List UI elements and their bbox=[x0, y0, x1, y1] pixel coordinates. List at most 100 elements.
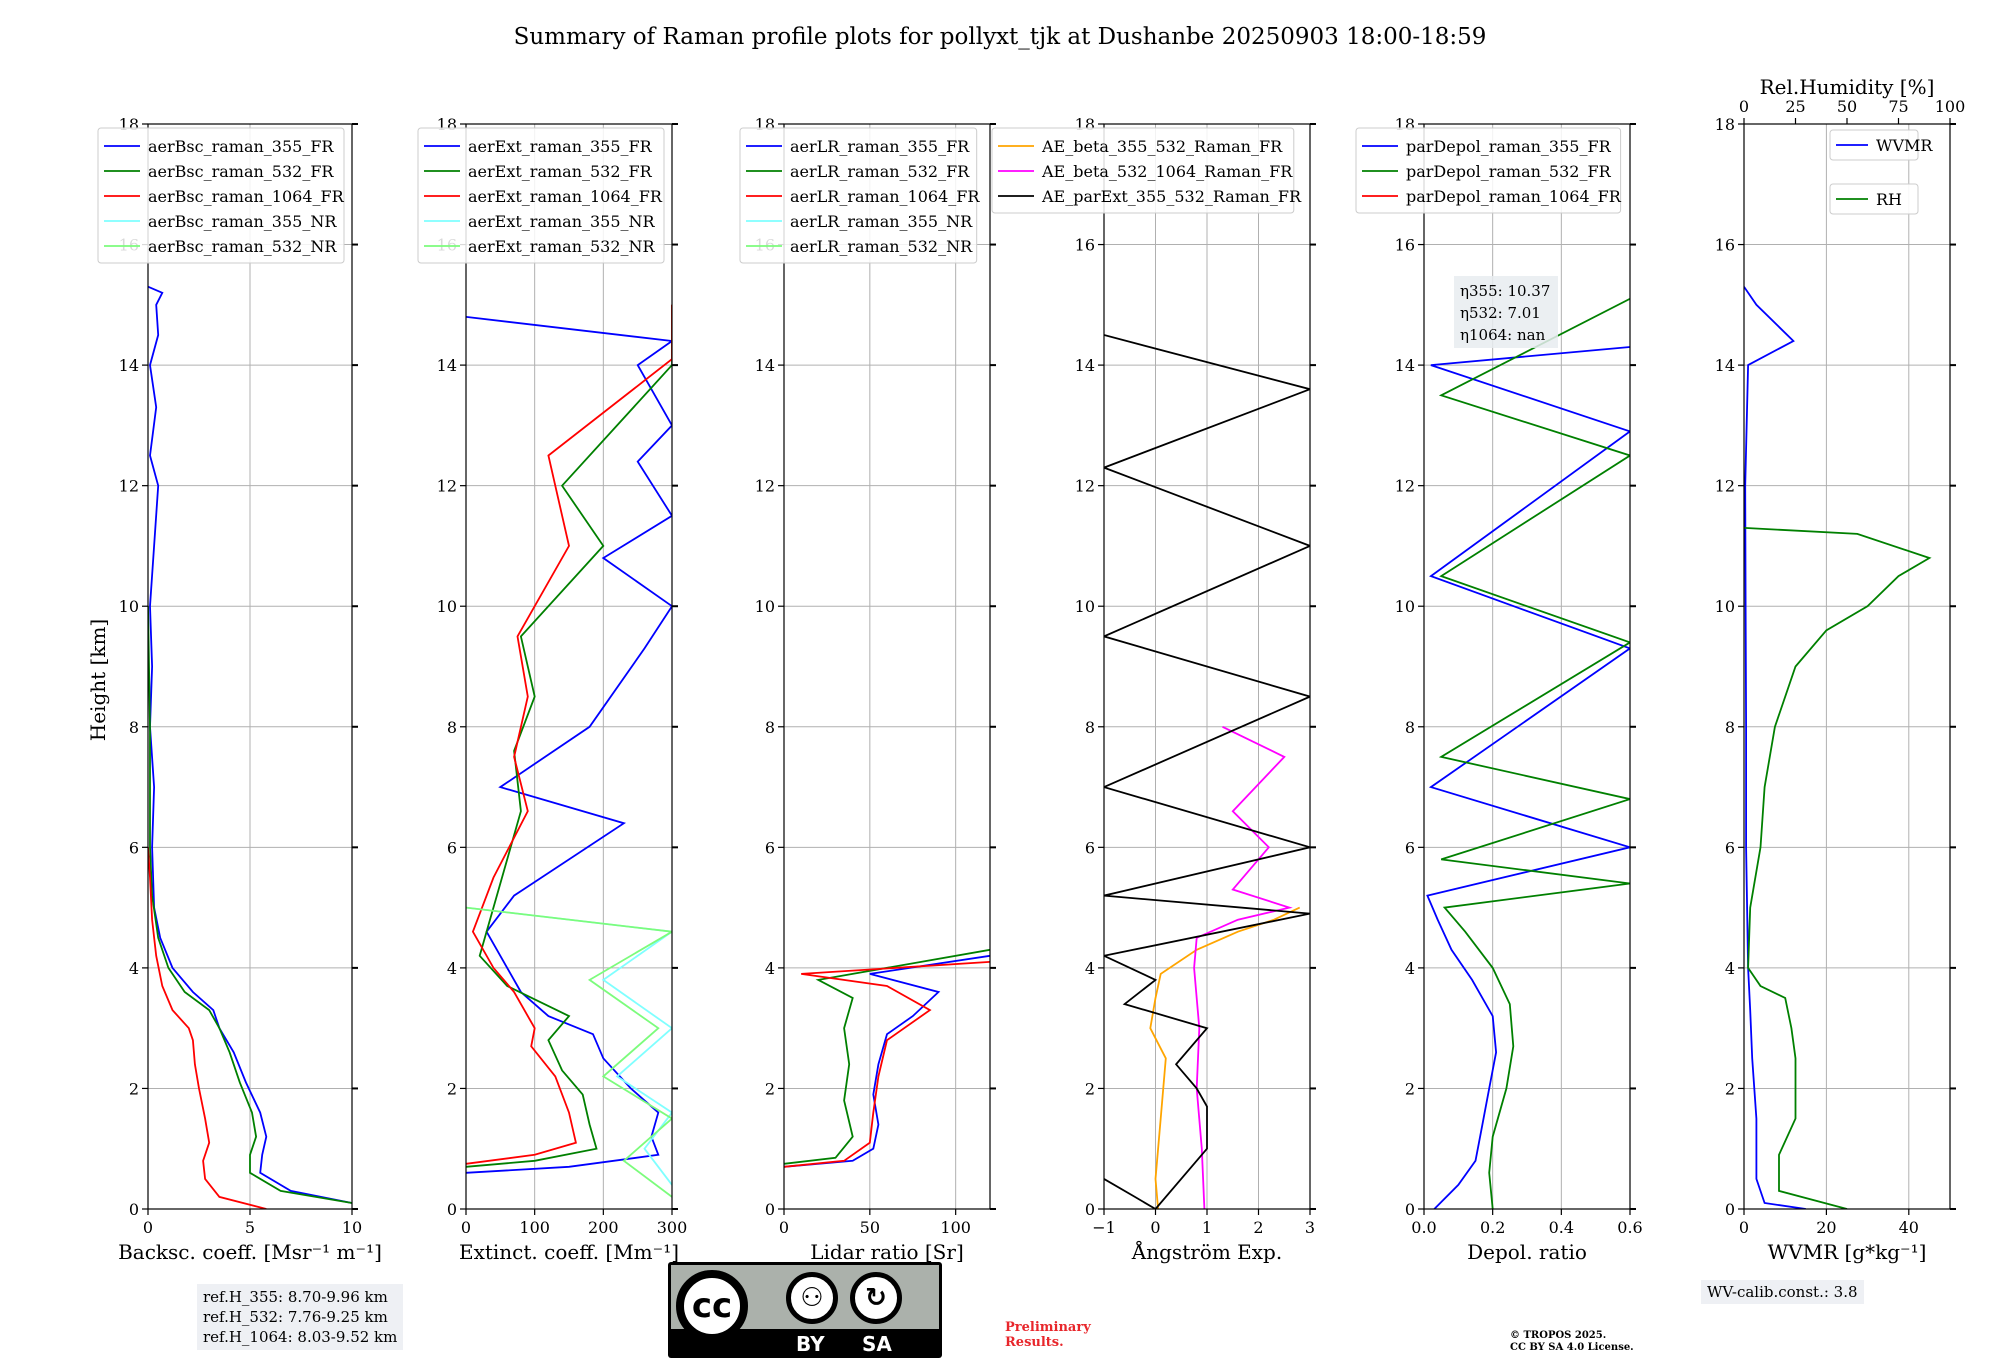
by-person-icon: ⚇ bbox=[786, 1272, 838, 1324]
x-tick-label: 20 bbox=[1816, 1218, 1836, 1237]
copyright-line-2: CC BY SA 4.0 License. bbox=[1510, 1342, 1634, 1353]
x-tick-label: 50 bbox=[860, 1218, 880, 1237]
panel-lr: 024681012141618050100Lidar ratio [Sr]aer… bbox=[739, 115, 996, 1264]
y-tick-label: 6 bbox=[1405, 838, 1415, 857]
legend-box bbox=[97, 127, 345, 264]
x-axis-label: Ångström Exp. bbox=[1131, 1239, 1282, 1264]
x-tick-label: 100 bbox=[940, 1218, 971, 1237]
legend-entry: aerLR_raman_532_NR bbox=[790, 237, 973, 256]
series-AE_parExt_355_532_Raman_FR bbox=[1104, 334, 1310, 1209]
x2-tick-label: 50 bbox=[1837, 97, 1857, 116]
y-tick-label: 4 bbox=[1725, 959, 1735, 978]
legend-entry: aerExt_raman_532_FR bbox=[468, 162, 653, 181]
x2-axis-label: Rel.Humidity [%] bbox=[1760, 75, 1935, 99]
legend-entry: aerExt_raman_1064_FR bbox=[468, 187, 663, 206]
y-tick-label: 18 bbox=[1715, 115, 1735, 134]
series-aerExt_raman_1064_FR bbox=[466, 304, 672, 1165]
ref-height-1064: ref.H_1064: 8.03-9.52 km bbox=[203, 1328, 398, 1346]
y-tick-label: 10 bbox=[1715, 597, 1735, 616]
legend-entry: RH bbox=[1876, 190, 1902, 209]
y-tick-label: 8 bbox=[129, 718, 139, 737]
ref-height-355: ref.H_355: 8.70-9.96 km bbox=[203, 1288, 388, 1306]
axes-frame bbox=[465, 123, 673, 1210]
x-axis-label: Lidar ratio [Sr] bbox=[810, 1240, 964, 1264]
series-RH bbox=[1744, 527, 1932, 1209]
axes-frame bbox=[1423, 123, 1631, 1210]
y-tick-label: 12 bbox=[1075, 477, 1095, 496]
preliminary-note: Preliminary Results. bbox=[1005, 1320, 1165, 1350]
legend-entry: AE_beta_355_532_Raman_FR bbox=[1041, 137, 1283, 156]
legend-entry: WVMR bbox=[1876, 136, 1933, 155]
legend-depol: parDepol_raman_355_FR parDepol_raman_532_… bbox=[1355, 127, 1622, 214]
y-tick-label: 8 bbox=[1405, 718, 1415, 737]
y-tick-label: 2 bbox=[1725, 1079, 1735, 1098]
y-tick-label: 16 bbox=[1075, 236, 1095, 255]
x-tick-label: 0 bbox=[461, 1218, 471, 1237]
x-tick-label: 0 bbox=[779, 1218, 789, 1237]
legend-entry: aerBsc_raman_355_NR bbox=[148, 212, 337, 231]
x-tick-label: 5 bbox=[245, 1218, 255, 1237]
y-tick-label: 10 bbox=[1395, 597, 1415, 616]
y-tick-label: 6 bbox=[447, 838, 457, 857]
legend-bsc: aerBsc_raman_355_FR aerBsc_raman_532_FRae… bbox=[97, 127, 345, 264]
y-tick-label: 2 bbox=[447, 1079, 457, 1098]
x-axis-label: Backsc. coeff. [Msr⁻¹ m⁻¹] bbox=[118, 1240, 382, 1264]
x2-tick-label: 75 bbox=[1888, 97, 1908, 116]
eta-value: η532: 7.01 bbox=[1460, 304, 1541, 322]
y-tick-label: 2 bbox=[129, 1079, 139, 1098]
y-tick-label: 6 bbox=[765, 838, 775, 857]
cc-license-badge: cc ⚇ ↻ BY SA bbox=[668, 1262, 942, 1358]
legend-lr: aerLR_raman_355_FR aerLR_raman_532_FR aerL… bbox=[739, 127, 980, 264]
y-tick-label: 14 bbox=[1395, 356, 1415, 375]
legend-entry: parDepol_raman_355_FR bbox=[1406, 137, 1612, 156]
axes-frame bbox=[1103, 123, 1311, 1210]
figure-title: Summary of Raman profile plots for polly… bbox=[514, 24, 1487, 50]
x-tick-label: 100 bbox=[519, 1218, 550, 1237]
x-tick-label: 300 bbox=[657, 1218, 688, 1237]
legend-box bbox=[991, 127, 1295, 214]
cc-by-label: BY bbox=[796, 1332, 825, 1356]
y-tick-label: 4 bbox=[1085, 959, 1095, 978]
y-tick-label: 6 bbox=[1725, 838, 1735, 857]
y-tick-label: 16 bbox=[1715, 236, 1735, 255]
y-tick-label: 8 bbox=[1085, 718, 1095, 737]
x-tick-label: 10 bbox=[342, 1218, 362, 1237]
legend-box bbox=[1829, 183, 1919, 215]
y-tick-label: 0 bbox=[129, 1200, 139, 1219]
x-tick-label: 0 bbox=[1739, 1218, 1749, 1237]
legend-entry: AE_parExt_355_532_Raman_FR bbox=[1041, 187, 1302, 206]
legend-entry: aerBsc_raman_532_FR bbox=[148, 162, 334, 181]
y-tick-label: 6 bbox=[129, 838, 139, 857]
series-aerExt_raman_532_NR bbox=[466, 906, 672, 1198]
y-tick-label: 0 bbox=[447, 1200, 457, 1219]
x-axis-label: Depol. ratio bbox=[1467, 1240, 1587, 1264]
x-tick-label: 0 bbox=[1150, 1218, 1160, 1237]
legend-box bbox=[1355, 127, 1622, 214]
panels-group: 0 2 4 6 8 10 12 14 16 18 0 5 10 Backsc. coeff. [Msr⁻¹… bbox=[97, 75, 1966, 1264]
legend-ext: aerExt_raman_355_FR aerExt_raman_532_FRae… bbox=[417, 127, 665, 264]
y-tick-label: 4 bbox=[1405, 959, 1415, 978]
legend-entry: aerLR_raman_355_FR bbox=[790, 137, 970, 156]
legend-box bbox=[739, 127, 978, 264]
y-tick-label: 4 bbox=[447, 959, 457, 978]
x-tick-label: 200 bbox=[588, 1218, 619, 1237]
series-aerBsc_raman_355_FR bbox=[148, 285, 352, 1204]
y-tick-label: 10 bbox=[1075, 597, 1095, 616]
x2-tick-label: 100 bbox=[1935, 97, 1966, 116]
series-aerExt_raman_355_FR bbox=[466, 316, 672, 1174]
legend-entry: AE_beta_532_1064_Raman_FR bbox=[1041, 162, 1293, 181]
y-tick-label: 10 bbox=[437, 597, 457, 616]
x-tick-label: 40 bbox=[1899, 1218, 1919, 1237]
y-axis-label: Height [km] bbox=[86, 619, 110, 741]
panel-ext: 0246810121416180100200300Extinct. coeff.… bbox=[417, 115, 688, 1264]
x-tick-label: 2 bbox=[1253, 1218, 1263, 1237]
legend-entry: aerExt_raman_355_NR bbox=[468, 212, 656, 231]
series-aerLR_raman_355_FR bbox=[784, 954, 990, 1168]
x-tick-label: 0.6 bbox=[1617, 1218, 1642, 1237]
series-aerBsc_raman_1064_FR bbox=[148, 847, 267, 1209]
y-tick-label: 4 bbox=[129, 959, 139, 978]
eta-value: η355: 10.37 bbox=[1460, 282, 1550, 300]
legend-entry: aerLR_raman_355_NR bbox=[790, 212, 973, 231]
y-tick-label: 2 bbox=[1405, 1079, 1415, 1098]
